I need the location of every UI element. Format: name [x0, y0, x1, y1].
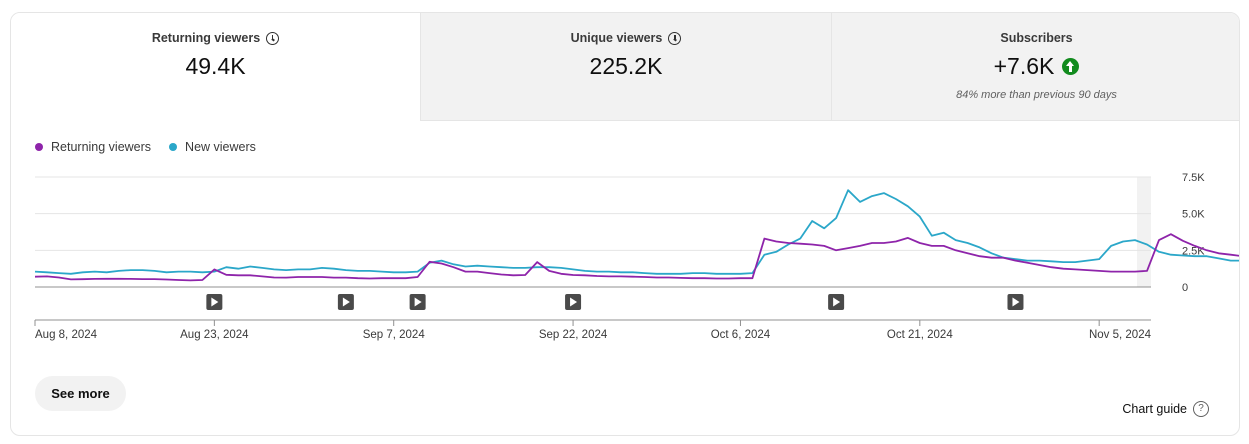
metric-value: 49.4K — [185, 53, 246, 79]
play-icon — [833, 297, 841, 307]
audience-card: Returning viewers 49.4K Unique viewers 2… — [10, 12, 1240, 436]
legend-label: Returning viewers — [51, 140, 152, 154]
metric-value: 225.2K — [589, 53, 663, 79]
chart-guide-link[interactable]: Chart guide ? — [1122, 401, 1209, 417]
arrow-up-circle-icon — [1062, 58, 1080, 75]
play-icon — [570, 297, 578, 307]
chart-guide-label: Chart guide — [1122, 402, 1187, 416]
comparison-note: 84% more than previous 90 days — [956, 89, 1117, 101]
series-line-new-viewers — [34, 189, 1239, 275]
see-more-button[interactable]: See more — [35, 376, 126, 411]
metric-title: Unique viewers — [570, 31, 663, 45]
x-tick-label: Aug 8, 2024 — [35, 329, 98, 341]
x-tick-label: Sep 7, 2024 — [363, 329, 426, 341]
help-icon: ? — [1193, 401, 1209, 417]
tab-unique-viewers[interactable]: Unique viewers 225.2K — [420, 13, 831, 121]
legend-item-new[interactable]: New viewers — [169, 140, 256, 154]
play-icon — [342, 297, 350, 307]
legend-item-returning[interactable]: Returning viewers — [35, 140, 151, 154]
x-tick-label: Oct 21, 2024 — [887, 329, 953, 341]
y-tick-label: 5.0K — [1182, 209, 1205, 221]
metric-title: Subscribers — [1000, 31, 1073, 45]
tab-returning-viewers[interactable]: Returning viewers 49.4K — [11, 13, 420, 121]
y-tick-label: 0 — [1182, 282, 1188, 294]
x-tick-label: Oct 6, 2024 — [711, 329, 771, 341]
y-tick-label: 7.5K — [1182, 172, 1205, 184]
legend-dot — [35, 143, 43, 151]
chart-legend: Returning viewers New viewers — [35, 140, 256, 154]
metric-tabs: Returning viewers 49.4K Unique viewers 2… — [11, 13, 1239, 122]
clock-icon[interactable] — [668, 31, 682, 45]
line-chart[interactable]: 0 2.5K 5.0K 7.5K Aug 8, 2024 Aug 23, 2024 Sep … — [11, 13, 1240, 436]
legend-label: New viewers — [185, 140, 256, 154]
metric-title: Returning viewers — [151, 31, 261, 45]
play-icon — [414, 297, 422, 307]
x-tick-label: Aug 23, 2024 — [180, 329, 249, 341]
legend-dot — [169, 143, 178, 151]
y-tick-label: 2.5K — [1182, 245, 1205, 257]
x-tick-label: Sep 22, 2024 — [539, 329, 608, 341]
metric-value: +7.6K — [993, 53, 1055, 79]
hover-band — [1137, 177, 1151, 287]
x-tick-label: Nov 5, 2024 — [1089, 329, 1152, 341]
play-icon — [1012, 297, 1020, 307]
series-line-returning-viewers — [34, 233, 1239, 282]
clock-icon[interactable] — [266, 31, 280, 45]
play-icon — [211, 297, 219, 307]
tab-subscribers[interactable]: Subscribers +7.6K 84% more than previous… — [831, 13, 1239, 121]
